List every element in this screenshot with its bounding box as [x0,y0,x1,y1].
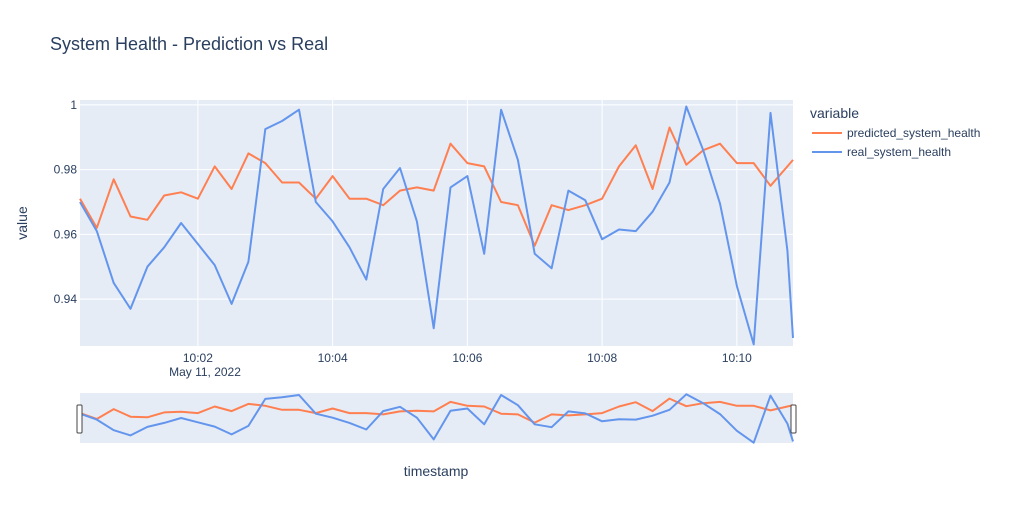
legend: variable predicted_system_health real_sy… [810,105,980,159]
series-line-real[interactable] [79,105,794,346]
x-tick-label: 10:06 [452,351,482,365]
rangeslider-series [79,393,794,444]
rangeslider-left-handle[interactable] [76,404,83,434]
legend-item-real[interactable]: real_system_health [812,145,951,159]
y-tick-label: 1 [70,98,77,112]
series-layer [79,105,794,346]
series-line-predicted[interactable] [79,126,794,247]
y-tick-label: 0.96 [54,227,78,241]
x-tick-label: 10:10 [722,351,752,365]
x-axis-title: timestamp [404,463,469,479]
y-axis-title: value [14,206,30,240]
x-tick-label: 10:02 [183,351,213,365]
x-date-label: May 11, 2022 [169,365,241,379]
y-tick-label: 0.98 [54,163,78,177]
legend-title: variable [810,105,859,121]
rangeslider-series-line-predicted [79,397,794,424]
legend-item-predicted[interactable]: predicted_system_health [812,126,980,140]
legend-label-real: real_system_health [847,145,951,159]
legend-label-predicted: predicted_system_health [847,126,980,140]
tick-layer: 10:02 10:04 10:06 10:08 10:10 0.94 0.96 0.98 1 [54,98,753,365]
x-tick-label: 10:08 [587,351,617,365]
x-tick-label: 10:04 [318,351,348,365]
y-tick-label: 0.94 [54,292,78,306]
rangeslider-right-handle[interactable] [790,404,797,434]
rangeslider-series-line-real [79,393,794,444]
chart-title: System Health - Prediction vs Real [50,34,328,54]
